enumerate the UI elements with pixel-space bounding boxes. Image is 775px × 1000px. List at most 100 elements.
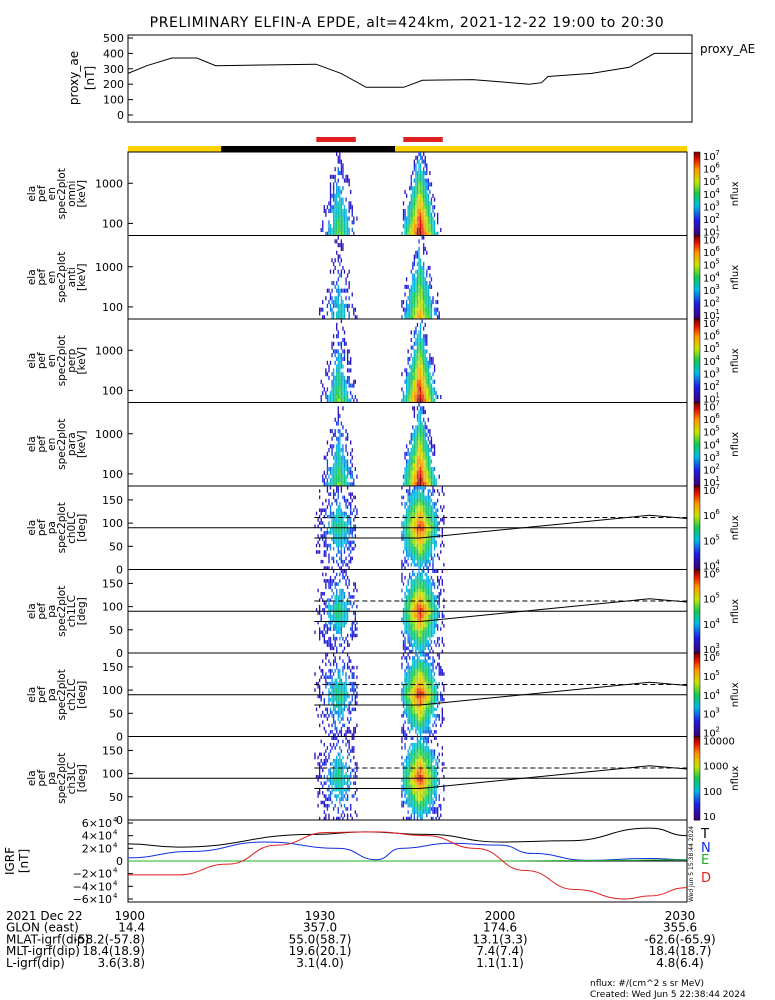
spectrogram-cell — [421, 432, 423, 437]
spectrogram-cell — [423, 436, 425, 441]
spectrogram-cell — [423, 579, 425, 583]
spectrogram-cell — [331, 227, 333, 233]
spectrogram-cell — [410, 614, 412, 618]
spectrogram-cell — [351, 624, 353, 628]
spectrogram-cell — [427, 691, 430, 696]
spectrogram-cell — [415, 429, 417, 434]
spectrogram-cell — [443, 697, 445, 702]
spectrogram-cell — [337, 186, 339, 191]
spectrogram-cell — [404, 707, 406, 712]
spectrogram-cell — [415, 492, 417, 496]
spectrogram-cell — [405, 220, 408, 225]
spectrogram-cell — [346, 379, 349, 384]
spectrogram-cell — [412, 224, 414, 229]
spectrogram-cell — [345, 762, 347, 766]
spectrogram-cell — [419, 710, 422, 715]
spectrogram-cell — [334, 300, 336, 305]
spectrogram-cell — [427, 524, 430, 529]
spectrogram-cell — [416, 502, 419, 506]
spectrogram-cell — [348, 730, 350, 734]
spectrogram-cell — [415, 685, 417, 689]
spectrogram-cell — [430, 646, 433, 651]
spectrogram-cell — [412, 356, 414, 362]
spectrogram-cell — [430, 694, 433, 699]
colorbar-strip — [694, 298, 700, 301]
spectrogram-cell — [418, 470, 420, 475]
spectrogram-cell — [404, 379, 406, 384]
proxy-ae-ytick-label: 400 — [103, 47, 124, 60]
spectrogram-cell — [421, 277, 423, 282]
colorbar-strip — [694, 788, 700, 792]
spectrogram-cell — [441, 714, 443, 718]
spectrogram-cell — [336, 186, 338, 191]
spectrogram-cell — [348, 379, 350, 384]
spectrogram-cell — [328, 723, 330, 728]
spectrogram-cell — [427, 514, 430, 519]
spectrogram-cell — [410, 432, 412, 437]
spectrogram-cell — [437, 714, 439, 718]
spectrogram-cell — [438, 311, 440, 316]
spectrogram-cell — [441, 694, 443, 699]
spectrogram-cell — [401, 575, 403, 580]
spectrogram-cell — [332, 733, 335, 737]
spectrogram-cell — [424, 440, 426, 445]
spectrogram-cell — [424, 163, 426, 168]
spectrogram-cell — [339, 765, 341, 769]
spectrogram-cell — [401, 598, 403, 602]
spectrogram-cell — [429, 591, 431, 596]
spectrogram-cell — [415, 601, 417, 606]
spectrogram-cell — [423, 193, 425, 198]
spectrogram-cell — [407, 675, 409, 679]
colorbar-strip — [694, 799, 700, 802]
spectrogram-cell — [432, 707, 434, 712]
spectrogram-cell — [339, 656, 341, 660]
spectrogram-cell — [318, 704, 321, 708]
spectrogram-cell — [440, 691, 442, 696]
colorbar-tick-exponent: 6 — [715, 329, 720, 337]
spectrogram-cell — [342, 723, 344, 728]
spectrogram-cell — [410, 530, 412, 535]
spectrogram-cell — [318, 598, 321, 602]
spectrogram-cell — [318, 604, 321, 609]
spectrogram-cell — [410, 467, 412, 472]
spectrogram-cell — [402, 653, 405, 657]
spectrogram-cell — [419, 662, 422, 667]
spectrogram-cell — [419, 463, 422, 468]
spectrogram-cell — [337, 284, 339, 289]
spectrogram-cell — [340, 398, 343, 403]
spectrogram-cell — [415, 611, 417, 615]
spectrogram-cell — [415, 440, 417, 445]
spectrogram-cell — [424, 688, 426, 692]
spectrogram-cell — [334, 707, 336, 712]
spectrogram-cell — [342, 765, 344, 769]
spectrogram-cell — [334, 534, 336, 538]
spectrogram-cell — [423, 566, 425, 570]
spectrogram-cell — [326, 547, 329, 551]
spectrogram-cell — [412, 649, 414, 654]
colorbar-strip — [694, 713, 700, 717]
colorbar-tick-label: 10 — [703, 440, 716, 451]
spectrogram-cell — [339, 170, 341, 176]
spectrogram-cell — [427, 662, 430, 667]
spectrogram-cell — [421, 720, 423, 724]
spectrogram-cell — [429, 201, 431, 206]
spectrogram-cell — [418, 239, 420, 244]
spectrogram-cell — [348, 360, 350, 365]
spectrogram-cell — [412, 591, 414, 596]
spectrogram-cell — [336, 387, 338, 392]
spectrogram-cell — [418, 197, 420, 202]
spectrogram-cell — [329, 360, 332, 365]
spectrogram-cell — [435, 620, 437, 625]
spectrogram-cell — [340, 394, 343, 400]
spectrogram-cell — [334, 636, 336, 641]
spectrogram-cell — [340, 307, 343, 312]
spectrogram-cell — [410, 527, 412, 532]
spectrogram-cell — [426, 478, 428, 483]
spectrogram-cell — [337, 189, 339, 195]
spectrogram-cell — [340, 212, 343, 217]
spectrogram-cell — [350, 505, 352, 509]
spectrogram-cell — [340, 707, 343, 712]
spectrogram-cell — [415, 330, 417, 335]
colorbar-strip — [694, 778, 700, 781]
